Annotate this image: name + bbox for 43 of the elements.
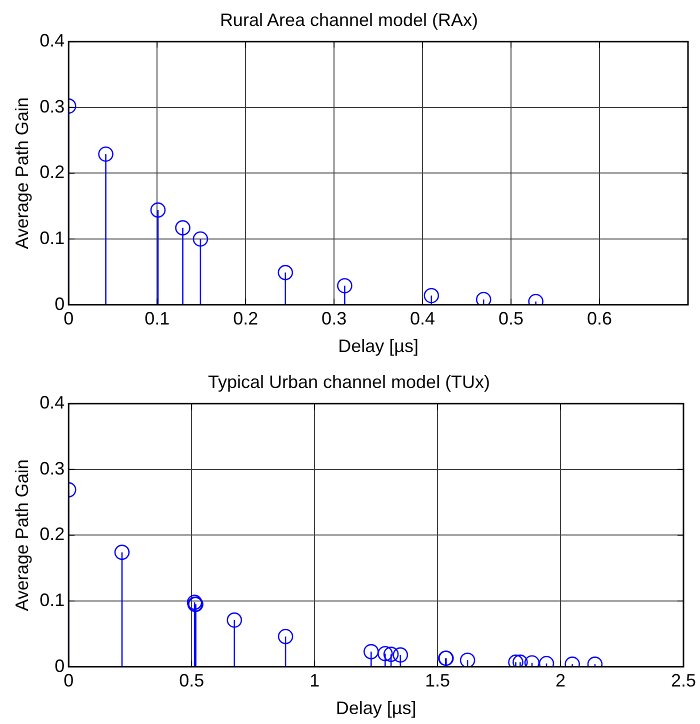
y-tick-label: 0.2 bbox=[40, 524, 65, 544]
x-tick-label: 2 bbox=[556, 670, 566, 691]
point bbox=[392, 647, 408, 663]
y-tick-label: 0 bbox=[54, 656, 65, 676]
x-tick-label: 1 bbox=[310, 670, 320, 691]
point bbox=[175, 220, 190, 236]
point bbox=[378, 646, 393, 662]
y-axis-title: Average Path Gain bbox=[12, 97, 32, 250]
point bbox=[278, 628, 294, 644]
point bbox=[150, 202, 166, 218]
point bbox=[383, 646, 399, 662]
x-tick-label: 0.2 bbox=[233, 308, 258, 329]
x-tick-label: 0.1 bbox=[144, 308, 170, 329]
y-tick-label: 0.3 bbox=[40, 458, 65, 478]
point bbox=[337, 278, 352, 294]
point bbox=[98, 146, 114, 162]
x-tick-label: 0.4 bbox=[410, 308, 436, 329]
x-tick-label: 0.5 bbox=[498, 308, 524, 329]
y-tick-label: 0.1 bbox=[40, 590, 65, 610]
y-tick-label: 0.3 bbox=[40, 96, 65, 116]
point bbox=[476, 292, 492, 305]
point bbox=[278, 264, 294, 280]
y-tick-label: 0.1 bbox=[40, 228, 65, 248]
y-axis-title: Average Path Gain bbox=[12, 459, 32, 612]
point bbox=[226, 612, 242, 628]
y-tick-label: 0 bbox=[54, 294, 65, 314]
y-tick-label: 0.4 bbox=[40, 392, 65, 413]
x-axis-title: Delay [µs] bbox=[338, 336, 419, 356]
chart-title: Typical Urban channel model (TUx) bbox=[208, 372, 490, 392]
chart-title: Rural Area channel model (RAx) bbox=[220, 10, 478, 30]
point bbox=[460, 652, 476, 667]
x-tick-label: 1.5 bbox=[425, 670, 450, 691]
x-tick-label: 0.5 bbox=[179, 670, 204, 691]
y-tick-label: 0.2 bbox=[40, 162, 65, 182]
point bbox=[192, 231, 208, 247]
point bbox=[114, 544, 130, 560]
x-tick-label: 2.5 bbox=[670, 670, 696, 691]
y-tick-label: 0.4 bbox=[40, 30, 65, 51]
x-tick-label: 0.3 bbox=[322, 308, 347, 329]
x-tick-label: 0.6 bbox=[587, 308, 612, 329]
point bbox=[424, 288, 440, 304]
point bbox=[363, 644, 379, 660]
x-axis-title: Delay [µs] bbox=[336, 698, 416, 718]
